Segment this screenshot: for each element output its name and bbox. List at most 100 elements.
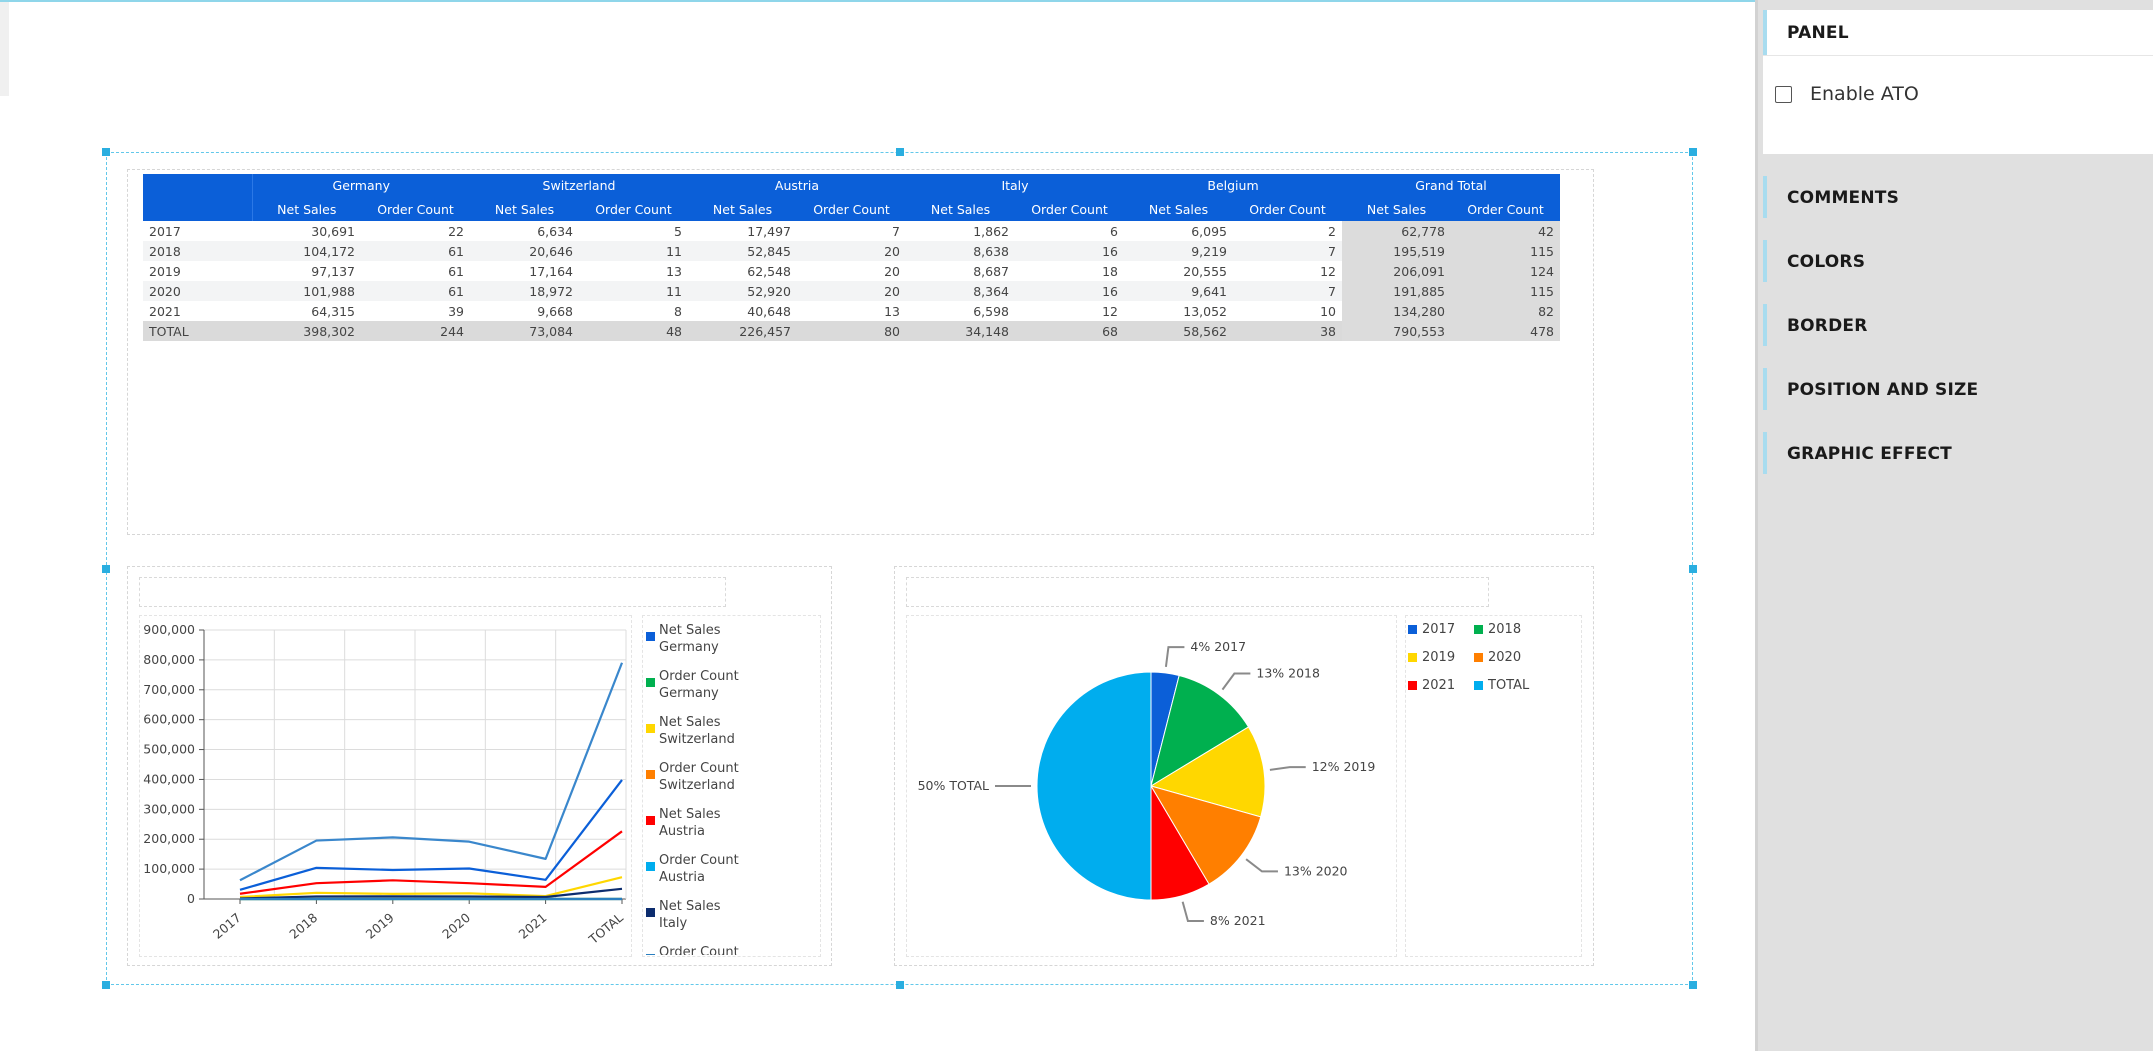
table-cell: 17,497 bbox=[747, 223, 791, 239]
legend-item[interactable]: TOTAL bbox=[1474, 678, 1529, 693]
colors-section-title[interactable]: COLORS bbox=[1787, 252, 1866, 272]
table-cell: 101,988 bbox=[252, 281, 361, 301]
pie-chart-title-slot[interactable] bbox=[906, 577, 1489, 607]
legend-item[interactable]: Net Sales Austria bbox=[645, 806, 818, 852]
colors-section-accent bbox=[1763, 240, 1767, 282]
table-cell: 20 bbox=[884, 263, 900, 279]
line-chart-plot-area bbox=[139, 615, 632, 957]
legend-item[interactable]: Net Sales Italy bbox=[645, 898, 818, 944]
table-cell: 38 bbox=[1233, 321, 1342, 341]
legend-item[interactable]: 2020 bbox=[1474, 650, 1521, 665]
pivot-measure-header[interactable]: Net Sales bbox=[1124, 197, 1233, 221]
legend-item[interactable]: Order Count Austria bbox=[645, 852, 818, 898]
legend-item[interactable]: 2018 bbox=[1474, 622, 1521, 637]
table-cell: 6,598 bbox=[973, 303, 1009, 319]
row-header-cell: 2019 bbox=[149, 263, 181, 279]
legend-item[interactable]: Order Count bbox=[645, 944, 818, 955]
pivot-measure-header[interactable]: Order Count bbox=[1233, 197, 1342, 221]
position-size-section-title[interactable]: POSITION AND SIZE bbox=[1787, 380, 1979, 400]
legend-swatch bbox=[646, 678, 655, 687]
top-accent-line bbox=[0, 0, 2153, 2]
pivot-measure-header[interactable]: Net Sales bbox=[688, 197, 797, 221]
enable-ato-checkbox[interactable] bbox=[1775, 86, 1792, 103]
legend-label: Order Count bbox=[659, 853, 739, 868]
pivot-measure-header[interactable]: Net Sales bbox=[906, 197, 1015, 221]
table-cell: 12 bbox=[1320, 263, 1336, 279]
border-section-title[interactable]: BORDER bbox=[1787, 316, 1868, 336]
table-cell: 9,668 bbox=[537, 303, 573, 319]
resize-handle-right[interactable] bbox=[1689, 565, 1697, 573]
table-cell: 9,641 bbox=[1124, 281, 1233, 301]
table-row[interactable]: 2019 97,137 61 17,164 13 62,548 20 8,687 18 20,55… bbox=[143, 261, 1560, 281]
legend-item[interactable]: Net Sales Germany bbox=[645, 622, 818, 668]
legend-swatch bbox=[646, 954, 655, 955]
table-cell: 34,148 bbox=[906, 321, 1015, 341]
legend-item[interactable]: 2017 bbox=[1408, 622, 1455, 637]
resize-handle-top[interactable] bbox=[896, 148, 904, 156]
table-cell: 1,862 bbox=[973, 223, 1009, 239]
legend-item[interactable]: 2019 bbox=[1408, 650, 1455, 665]
left-edge-strip bbox=[0, 2, 9, 96]
graphic-effect-section-title[interactable]: GRAPHIC EFFECT bbox=[1787, 444, 1952, 464]
pivot-country-header[interactable]: Switzerland bbox=[470, 174, 688, 197]
line-chart-title-slot[interactable] bbox=[139, 577, 726, 607]
table-cell: 6,095 bbox=[1191, 223, 1227, 239]
table-cell: 97,137 bbox=[311, 263, 355, 279]
resize-handle-bottom-left[interactable] bbox=[102, 981, 110, 989]
legend-label: Italy bbox=[659, 916, 688, 931]
legend-item[interactable]: 2021 bbox=[1408, 678, 1455, 693]
legend-label: Net Sales bbox=[659, 623, 721, 638]
resize-handle-bottom-right[interactable] bbox=[1689, 981, 1697, 989]
pivot-measure-header[interactable]: Order Count bbox=[361, 197, 470, 221]
pivot-country-header[interactable]: Italy bbox=[906, 174, 1124, 197]
table-cell: 52,920 bbox=[688, 281, 797, 301]
border-section-accent bbox=[1763, 304, 1767, 346]
pivot-measure-header[interactable]: Net Sales bbox=[470, 197, 579, 221]
table-row[interactable]: TOTAL 398,302 244 73,084 48 226,457 80 34,148 68… bbox=[143, 321, 1560, 341]
table-cell: 13 bbox=[884, 303, 900, 319]
resize-handle-left[interactable] bbox=[102, 565, 110, 573]
pivot-measure-header[interactable]: Net Sales bbox=[1342, 197, 1451, 221]
pivot-measure-header[interactable]: Order Count bbox=[1451, 197, 1560, 221]
table-cell: 195,519 bbox=[1342, 241, 1451, 261]
table-row[interactable]: 2017 30,691 22 6,634 5 17,497 7 1,862 6 6,095 2 62,… bbox=[143, 221, 1560, 241]
pivot-country-header[interactable]: Grand Total bbox=[1342, 174, 1560, 197]
table-cell: 7 bbox=[1233, 281, 1342, 301]
comments-section-title[interactable]: COMMENTS bbox=[1787, 188, 1900, 208]
position-size-section-accent bbox=[1763, 368, 1767, 410]
table-cell: 48 bbox=[579, 321, 688, 341]
legend-label: Switzerland bbox=[659, 778, 735, 793]
legend-item[interactable]: Net Sales Switzerland bbox=[645, 714, 818, 760]
legend-label: 2019 bbox=[1422, 650, 1456, 665]
table-cell: 58,562 bbox=[1124, 321, 1233, 341]
pivot-country-header[interactable]: Belgium bbox=[1124, 174, 1342, 197]
table-cell: 206,091 bbox=[1342, 261, 1451, 281]
resize-handle-top-left[interactable] bbox=[102, 148, 110, 156]
table-row[interactable]: 2020 101,988 61 18,972 11 52,920 20 8,364 16 9,64… bbox=[143, 281, 1560, 301]
table-cell: 20 bbox=[797, 281, 906, 301]
table-cell: 61 bbox=[361, 241, 470, 261]
table-row[interactable]: 2018 104,172 61 20,646 11 52,845 20 8,638 16 9,21… bbox=[143, 241, 1560, 261]
resize-handle-top-right[interactable] bbox=[1689, 148, 1697, 156]
pivot-measure-header[interactable]: Net Sales bbox=[252, 197, 361, 221]
legend-item[interactable]: Order Count Germany bbox=[645, 668, 818, 714]
legend-label: Switzerland bbox=[659, 732, 735, 747]
table-row[interactable]: 2021 64,315 39 9,668 8 40,648 13 6,598 12 13,052 1… bbox=[143, 301, 1560, 321]
pivot-measure-header[interactable]: Order Count bbox=[579, 197, 688, 221]
resize-handle-bottom[interactable] bbox=[896, 981, 904, 989]
row-header-cell: 2021 bbox=[149, 303, 181, 319]
table-cell: 20,555 bbox=[1183, 263, 1227, 279]
panel-section-header[interactable] bbox=[1763, 10, 2153, 56]
table-cell: 16 bbox=[1015, 241, 1124, 261]
panel-section-title[interactable]: PANEL bbox=[1787, 23, 1849, 43]
pivot-country-header[interactable]: Germany bbox=[252, 174, 470, 197]
table-cell: 2 bbox=[1328, 223, 1336, 239]
legend-label: 2021 bbox=[1422, 678, 1456, 693]
legend-swatch bbox=[646, 908, 655, 917]
pivot-country-header[interactable]: Austria bbox=[688, 174, 906, 197]
pivot-measure-header[interactable]: Order Count bbox=[1015, 197, 1124, 221]
pie-chart-legend-box bbox=[1405, 615, 1582, 957]
legend-item[interactable]: Order Count Switzerland bbox=[645, 760, 818, 806]
pivot-measure-header[interactable]: Order Count bbox=[797, 197, 906, 221]
enable-ato-label[interactable]: Enable ATO bbox=[1810, 83, 1919, 105]
